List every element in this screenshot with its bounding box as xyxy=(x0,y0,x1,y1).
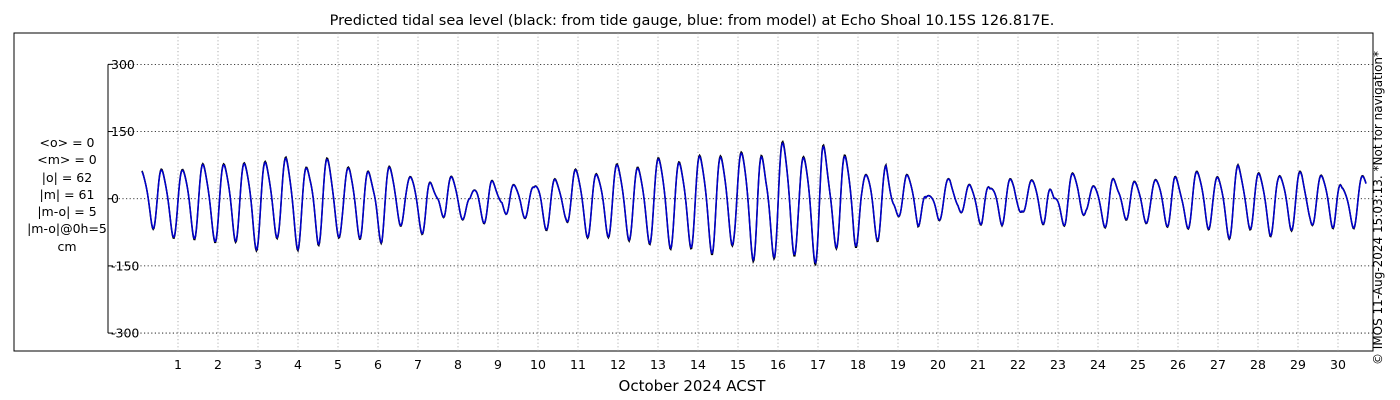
x-tick-label: 12 xyxy=(610,357,626,372)
series-model-line xyxy=(141,141,1367,265)
x-tick-label: 11 xyxy=(570,357,586,372)
y-tick-label: 150 xyxy=(111,124,135,139)
stat-mean-observed: <o> = 0 xyxy=(39,135,95,150)
y-tick-label: -150 xyxy=(111,258,139,273)
y-tick-label: 300 xyxy=(111,57,135,72)
x-tick-label: 27 xyxy=(1210,357,1226,372)
x-tick-label: 13 xyxy=(650,357,666,372)
x-tick-label: 9 xyxy=(494,357,502,372)
stat-abs-observed: |o| = 62 xyxy=(41,169,93,185)
stat-abs-diff: |m-o| = 5 xyxy=(37,204,97,220)
y-tick-label: 0 xyxy=(111,191,119,206)
x-tick-label: 2 xyxy=(214,357,222,372)
y-axis: 300 150 0 -150 -300 xyxy=(107,57,139,341)
x-tick-label: 3 xyxy=(254,357,262,372)
x-axis-label: October 2024 ACST xyxy=(619,377,767,395)
statistics-panel: <o> = 0 <m> = 0 |o| = 62 |m| = 61 |m-o| … xyxy=(14,134,120,255)
x-tick-label: 26 xyxy=(1170,357,1186,372)
x-tick-label: 5 xyxy=(334,357,342,372)
x-tick-label: 18 xyxy=(850,357,866,372)
chart-title: Predicted tidal sea level (black: from t… xyxy=(330,13,1055,29)
x-tick-label: 19 xyxy=(890,357,906,372)
x-tick-label: 6 xyxy=(374,357,382,372)
x-tick-label: 21 xyxy=(970,357,986,372)
x-tick-label: 7 xyxy=(414,357,422,372)
x-tick-label: 25 xyxy=(1130,357,1146,372)
stat-unit: cm xyxy=(57,238,77,254)
x-tick-label: 15 xyxy=(730,357,746,372)
plot-frame xyxy=(13,32,1374,352)
x-tick-label: 14 xyxy=(690,357,706,372)
x-tick-label: 4 xyxy=(294,357,302,372)
x-tick-label: 29 xyxy=(1290,357,1306,372)
stat-abs-diff-0h: |m-o|@0h=5 xyxy=(27,221,107,237)
x-tick-label: 30 xyxy=(1330,357,1346,372)
grid-lines xyxy=(108,33,1373,351)
credit-text: © IMOS 11-Aug-2024 15:03:13. *Not for na… xyxy=(1371,50,1385,366)
y-tick-label: -300 xyxy=(111,326,139,341)
x-tick-label: 1 xyxy=(174,357,182,372)
x-tick-label: 22 xyxy=(1010,357,1026,372)
stat-abs-model: |m| = 61 xyxy=(39,186,95,202)
x-tick-label: 20 xyxy=(930,357,946,372)
x-tick-label: 23 xyxy=(1050,357,1066,372)
x-tick-label: 16 xyxy=(770,357,786,372)
x-tick-label: 8 xyxy=(454,357,462,372)
x-axis: 1 2 3 4 5 6 7 8 9 10 11 12 13 14 15 16 17 18 19 20 21 22 23 24 2… xyxy=(174,357,1346,372)
x-tick-label: 24 xyxy=(1090,357,1106,372)
stat-mean-model: <m> = 0 xyxy=(37,152,97,168)
series-group xyxy=(141,139,1367,267)
x-tick-label: 17 xyxy=(810,357,826,372)
x-tick-label: 10 xyxy=(530,357,546,372)
x-tick-label: 28 xyxy=(1250,357,1266,372)
